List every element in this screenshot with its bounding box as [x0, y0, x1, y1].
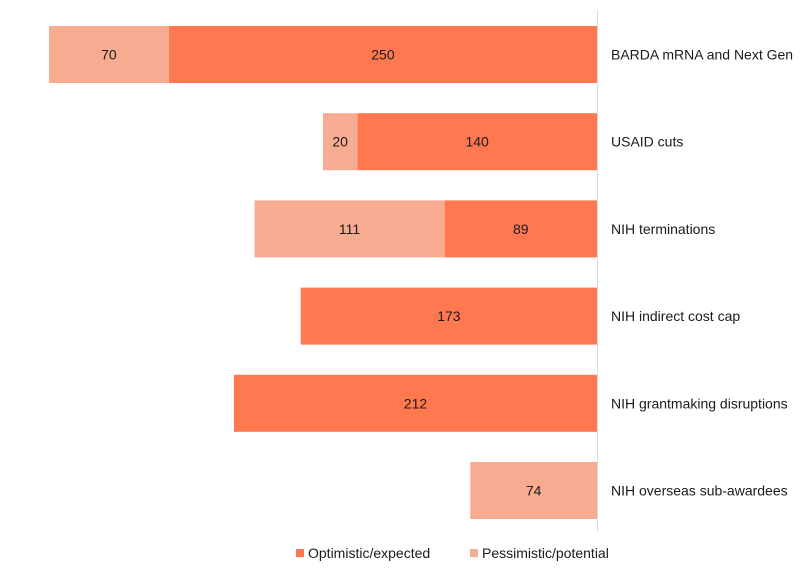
data-label-pessimistic-0: 70	[101, 47, 117, 63]
chart-legend: Optimistic/expected Pessimistic/potentia…	[0, 545, 808, 565]
bar-pessimistic-5	[470, 462, 597, 519]
bar-optimistic-0	[168, 26, 597, 83]
bar-pessimistic-2	[254, 200, 445, 258]
legend-label-optimistic: Optimistic/expected	[308, 545, 431, 561]
bar-pessimistic-0	[49, 26, 169, 83]
legend-swatch-pessimistic	[470, 549, 478, 557]
bar-pessimistic-1	[323, 113, 358, 171]
legend-item-optimistic: Optimistic/expected	[296, 545, 430, 561]
category-label-5: NIH overseas sub-awardees	[611, 483, 788, 499]
bar-optimistic-2	[444, 200, 597, 258]
data-label-pessimistic-1: 20	[332, 134, 348, 150]
data-label-optimistic-0: 250	[371, 47, 395, 63]
stacked-bar-chart: 250 70 BARDA mRNA and Next Gen 140 20 USAID c…	[49, 10, 793, 532]
bar-optimistic-4	[233, 374, 597, 432]
data-label-optimistic-1: 140	[465, 134, 489, 150]
category-label-1: USAID cuts	[611, 134, 683, 150]
data-label-optimistic-2: 89	[513, 221, 529, 237]
bar-optimistic-3	[300, 287, 597, 345]
legend-label-pessimistic: Pessimistic/potential	[482, 545, 609, 561]
legend-swatch-optimistic	[296, 549, 304, 557]
category-label-3: NIH indirect cost cap	[611, 308, 740, 324]
category-label-2: NIH terminations	[611, 221, 715, 237]
data-label-optimistic-4: 212	[404, 395, 428, 411]
data-label-pessimistic-5: 74	[526, 483, 542, 499]
bar-optimistic-1	[357, 113, 597, 171]
category-label-0: BARDA mRNA and Next Gen	[611, 47, 793, 63]
legend-item-pessimistic: Pessimistic/potential	[470, 545, 609, 561]
category-label-4: NIH grantmaking disruptions	[611, 395, 788, 411]
data-label-optimistic-3: 173	[437, 308, 461, 324]
data-label-pessimistic-2: 111	[339, 221, 360, 237]
